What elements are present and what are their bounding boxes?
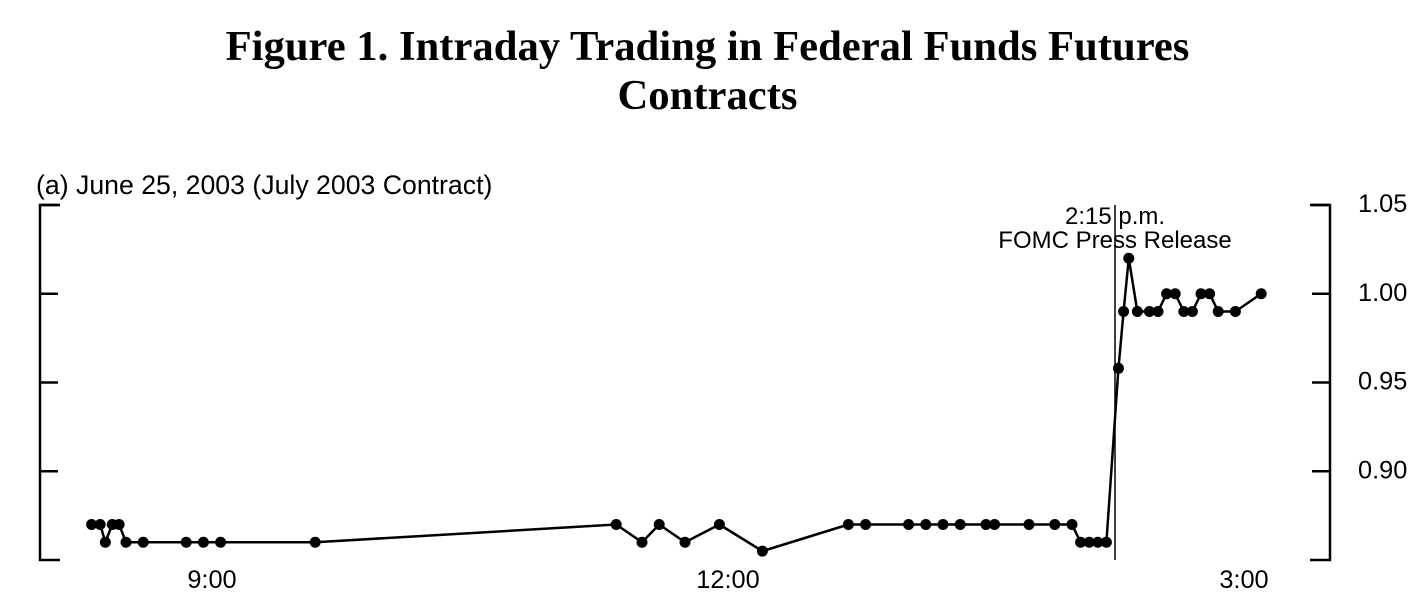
price-marker bbox=[903, 519, 914, 530]
price-marker bbox=[215, 537, 226, 548]
y-tick-label: 0.90 bbox=[1358, 456, 1407, 484]
y-tick-label: 1.00 bbox=[1358, 279, 1407, 307]
price-marker bbox=[757, 546, 768, 557]
price-marker bbox=[938, 519, 949, 530]
price-marker bbox=[611, 519, 622, 530]
chart-svg: 0.90 0.95 1.00 1.05 9:00 12:00 3:00 2:15 p.m.FO… bbox=[0, 0, 1415, 614]
price-marker bbox=[1230, 306, 1241, 317]
price-marker bbox=[198, 537, 209, 548]
annotation-line1: 2:15 p.m. bbox=[1065, 203, 1165, 230]
price-marker bbox=[955, 519, 966, 530]
price-marker bbox=[95, 519, 106, 530]
price-marker bbox=[1123, 253, 1134, 264]
price-marker bbox=[1170, 288, 1181, 299]
annotation-line2: FOMC Press Release bbox=[998, 227, 1231, 254]
price-marker bbox=[920, 519, 931, 530]
price-marker bbox=[1132, 306, 1143, 317]
price-marker bbox=[1067, 519, 1078, 530]
price-marker bbox=[1204, 288, 1215, 299]
price-marker bbox=[1113, 363, 1124, 374]
price-marker bbox=[654, 519, 665, 530]
price-marker bbox=[1118, 306, 1129, 317]
price-marker bbox=[989, 519, 1000, 530]
x-tick-label: 9:00 bbox=[187, 566, 236, 594]
y-tick-label: 0.95 bbox=[1358, 368, 1407, 396]
price-marker bbox=[1187, 306, 1198, 317]
price-series-line bbox=[92, 258, 1262, 551]
price-marker bbox=[860, 519, 871, 530]
price-marker bbox=[1213, 306, 1224, 317]
x-tick-label: 12:00 bbox=[696, 566, 759, 594]
price-marker bbox=[310, 537, 321, 548]
price-marker bbox=[100, 537, 111, 548]
price-marker bbox=[181, 537, 192, 548]
price-marker bbox=[114, 519, 125, 530]
price-marker bbox=[1024, 519, 1035, 530]
x-tick-label: 3:00 bbox=[1219, 566, 1268, 594]
price-marker bbox=[1101, 537, 1112, 548]
price-marker bbox=[714, 519, 725, 530]
price-marker bbox=[637, 537, 648, 548]
price-marker bbox=[843, 519, 854, 530]
figure-container: Figure 1. Intraday Trading in Federal Fu… bbox=[0, 0, 1415, 614]
price-marker bbox=[1256, 288, 1267, 299]
price-marker bbox=[138, 537, 149, 548]
price-marker bbox=[121, 537, 132, 548]
price-marker bbox=[1153, 306, 1164, 317]
price-marker bbox=[1049, 519, 1060, 530]
price-marker bbox=[680, 537, 691, 548]
y-tick-label: 1.05 bbox=[1358, 190, 1407, 218]
